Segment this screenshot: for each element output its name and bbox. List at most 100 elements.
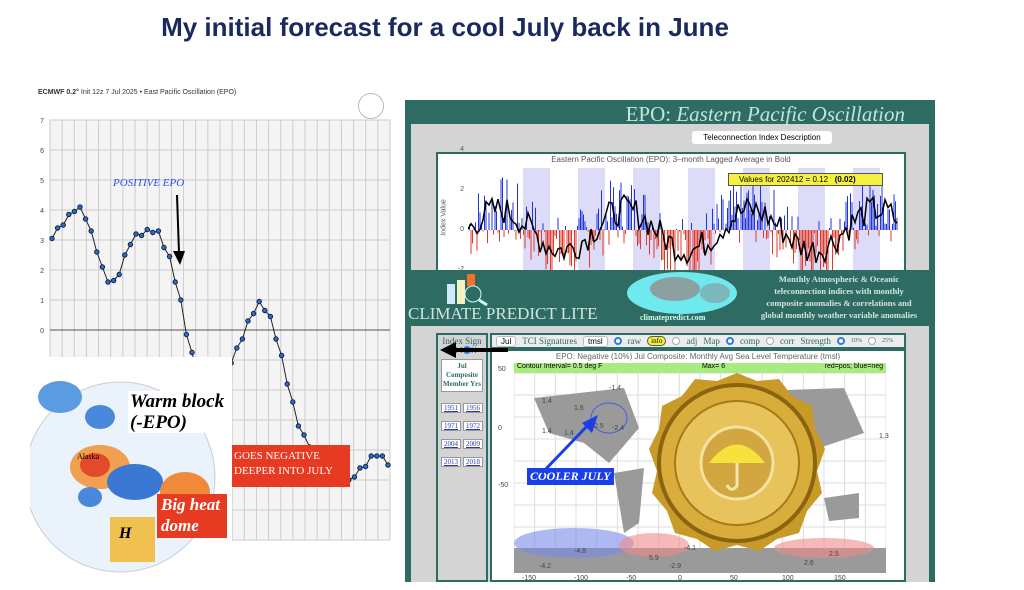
data-point [71, 208, 78, 215]
banner-blurb: Monthly Atmospheric & Oceanic teleconnect… [745, 273, 933, 321]
blurb-line: teleconnection indices with monthly [774, 286, 904, 296]
data-point [284, 381, 290, 387]
data-point [183, 331, 190, 338]
contour-interval: Contour Interval= 0.5 deg F [517, 363, 603, 370]
data-point [301, 432, 307, 438]
site-url[interactable]: climatepredict.com [640, 313, 706, 322]
member-year-link[interactable]: 1956 [463, 403, 483, 413]
data-point [267, 313, 274, 320]
header-info: Init 12z 7 Jul 2025 • East Pacific Oscil… [80, 89, 237, 96]
data-point [278, 352, 285, 359]
data-point [127, 241, 134, 248]
map-ytick: 0 [498, 425, 502, 432]
weatherbell-logo [358, 93, 384, 119]
ytick-label: 7 [40, 118, 44, 125]
strength-10-radio[interactable] [836, 337, 845, 345]
ts-ytick: 0 [460, 226, 464, 233]
data-point [379, 453, 386, 459]
data-point [250, 310, 257, 317]
member-year-link[interactable]: 2013 [441, 457, 461, 467]
data-point [351, 474, 358, 480]
ytick-label: 4 [40, 208, 44, 215]
epo-timeseries-chart: Eastern Pacific Oscillation (EPO): 3–mon… [436, 146, 906, 273]
controls-bar: Jul TCI Signatures tmsl raw info adj Map… [490, 333, 906, 349]
contour-label: 1.4 [542, 428, 552, 435]
blurb-line: composite anomalies & correlations and [766, 298, 912, 308]
member-year-link[interactable]: 2009 [463, 439, 483, 449]
map-info-strip: Contour Interval= 0.5 deg F Max= 6 red=pos… [514, 363, 886, 373]
adj-label: adj [686, 336, 698, 346]
shaded-decade [633, 168, 660, 272]
composite-title: Jul Composite Member Yrs [441, 359, 483, 392]
ytick-label: 5 [40, 178, 44, 185]
brand-name: CLIMATE PREDICT LITE [408, 304, 598, 323]
ytick-label: 2 [40, 268, 44, 275]
map-label: Map [703, 336, 720, 346]
climate-predict-panel: EPO: Eastern Pacific Oscillation Telecon… [405, 100, 935, 582]
data-point [166, 253, 173, 260]
strength-25-radio[interactable] [867, 337, 876, 345]
ytick-label: 1 [40, 298, 44, 305]
alaska-label: Alaska [77, 452, 100, 461]
member-year-link[interactable]: 1971 [441, 421, 461, 431]
raw-radio[interactable] [613, 337, 622, 345]
australia-landmass [824, 493, 859, 521]
neg-line-1: GOES NEGATIVE [234, 450, 320, 462]
index-sign-label: Index Sign [442, 336, 482, 346]
gold-coin-umbrella-icon [649, 373, 825, 551]
map-xtick: -100 [574, 575, 589, 582]
map-ytick: -50 [498, 482, 509, 489]
teleconnection-description-button[interactable]: Teleconnection Index Description [692, 131, 832, 144]
map-title: EPO: Negative (10%) Jul Composite: Month… [555, 352, 841, 361]
data-point [161, 244, 167, 251]
data-point [122, 252, 128, 258]
data-point [88, 228, 94, 234]
data-point [245, 318, 251, 324]
goes-negative-label: GOES NEGATIVE DEEPER INTO JULY [232, 445, 350, 487]
month-select[interactable]: Jul [496, 335, 517, 347]
neg-line-2: DEEPER INTO JULY [234, 465, 333, 477]
contour-label: 5.9 [649, 555, 659, 562]
map-xtick: 0 [678, 575, 682, 582]
data-point [357, 465, 363, 471]
data-point [77, 204, 83, 210]
map-xtick: 50 [730, 575, 738, 582]
data-point [374, 453, 380, 459]
member-year-link[interactable]: 1972 [463, 421, 483, 431]
contour-label: -4.8 [574, 548, 587, 555]
warm-block-line1: Warm block [130, 391, 225, 412]
map-legend: red=pos; blue=neg [824, 363, 883, 370]
comp-radio[interactable] [725, 337, 734, 345]
ts-ytick: 2 [460, 186, 464, 193]
contour-label: -2.4 [612, 425, 625, 432]
info-button[interactable]: info [647, 336, 667, 346]
data-point [99, 264, 106, 270]
adj-radio[interactable] [672, 337, 681, 345]
map-xtick: 150 [834, 575, 846, 582]
data-point [133, 231, 139, 237]
timeseries-ylabel: Index Value [440, 199, 448, 236]
timeseries-svg [468, 168, 898, 272]
member-year-link[interactable]: 2018 [463, 457, 483, 467]
tci-label: TCI Signatures [522, 336, 577, 346]
comp-label: comp [739, 336, 760, 346]
member-years: 1951 19561971 19722004 20092013 2018 [438, 397, 486, 469]
values-box: Values for 202412 = 0.12 (0.02) [728, 173, 883, 186]
data-point [49, 235, 55, 242]
member-year-link[interactable]: 1951 [441, 403, 461, 413]
contour-label: -4.2 [539, 563, 552, 570]
tci-select[interactable]: tmsl [582, 335, 608, 347]
ts-ytick: -2 [454, 266, 464, 273]
cold-contour [590, 402, 628, 434]
ct3: Member Yrs [443, 380, 481, 388]
data-point [239, 336, 246, 342]
data-point [362, 463, 369, 470]
warm-anomaly [774, 538, 874, 558]
data-point [94, 249, 100, 255]
contour-label: 2.6 [804, 560, 814, 567]
corr-radio[interactable] [765, 337, 774, 345]
blue-arrow-icon [540, 415, 598, 475]
ytick-label: 3 [40, 238, 44, 245]
data-point [82, 216, 89, 222]
member-year-link[interactable]: 2004 [441, 439, 461, 449]
